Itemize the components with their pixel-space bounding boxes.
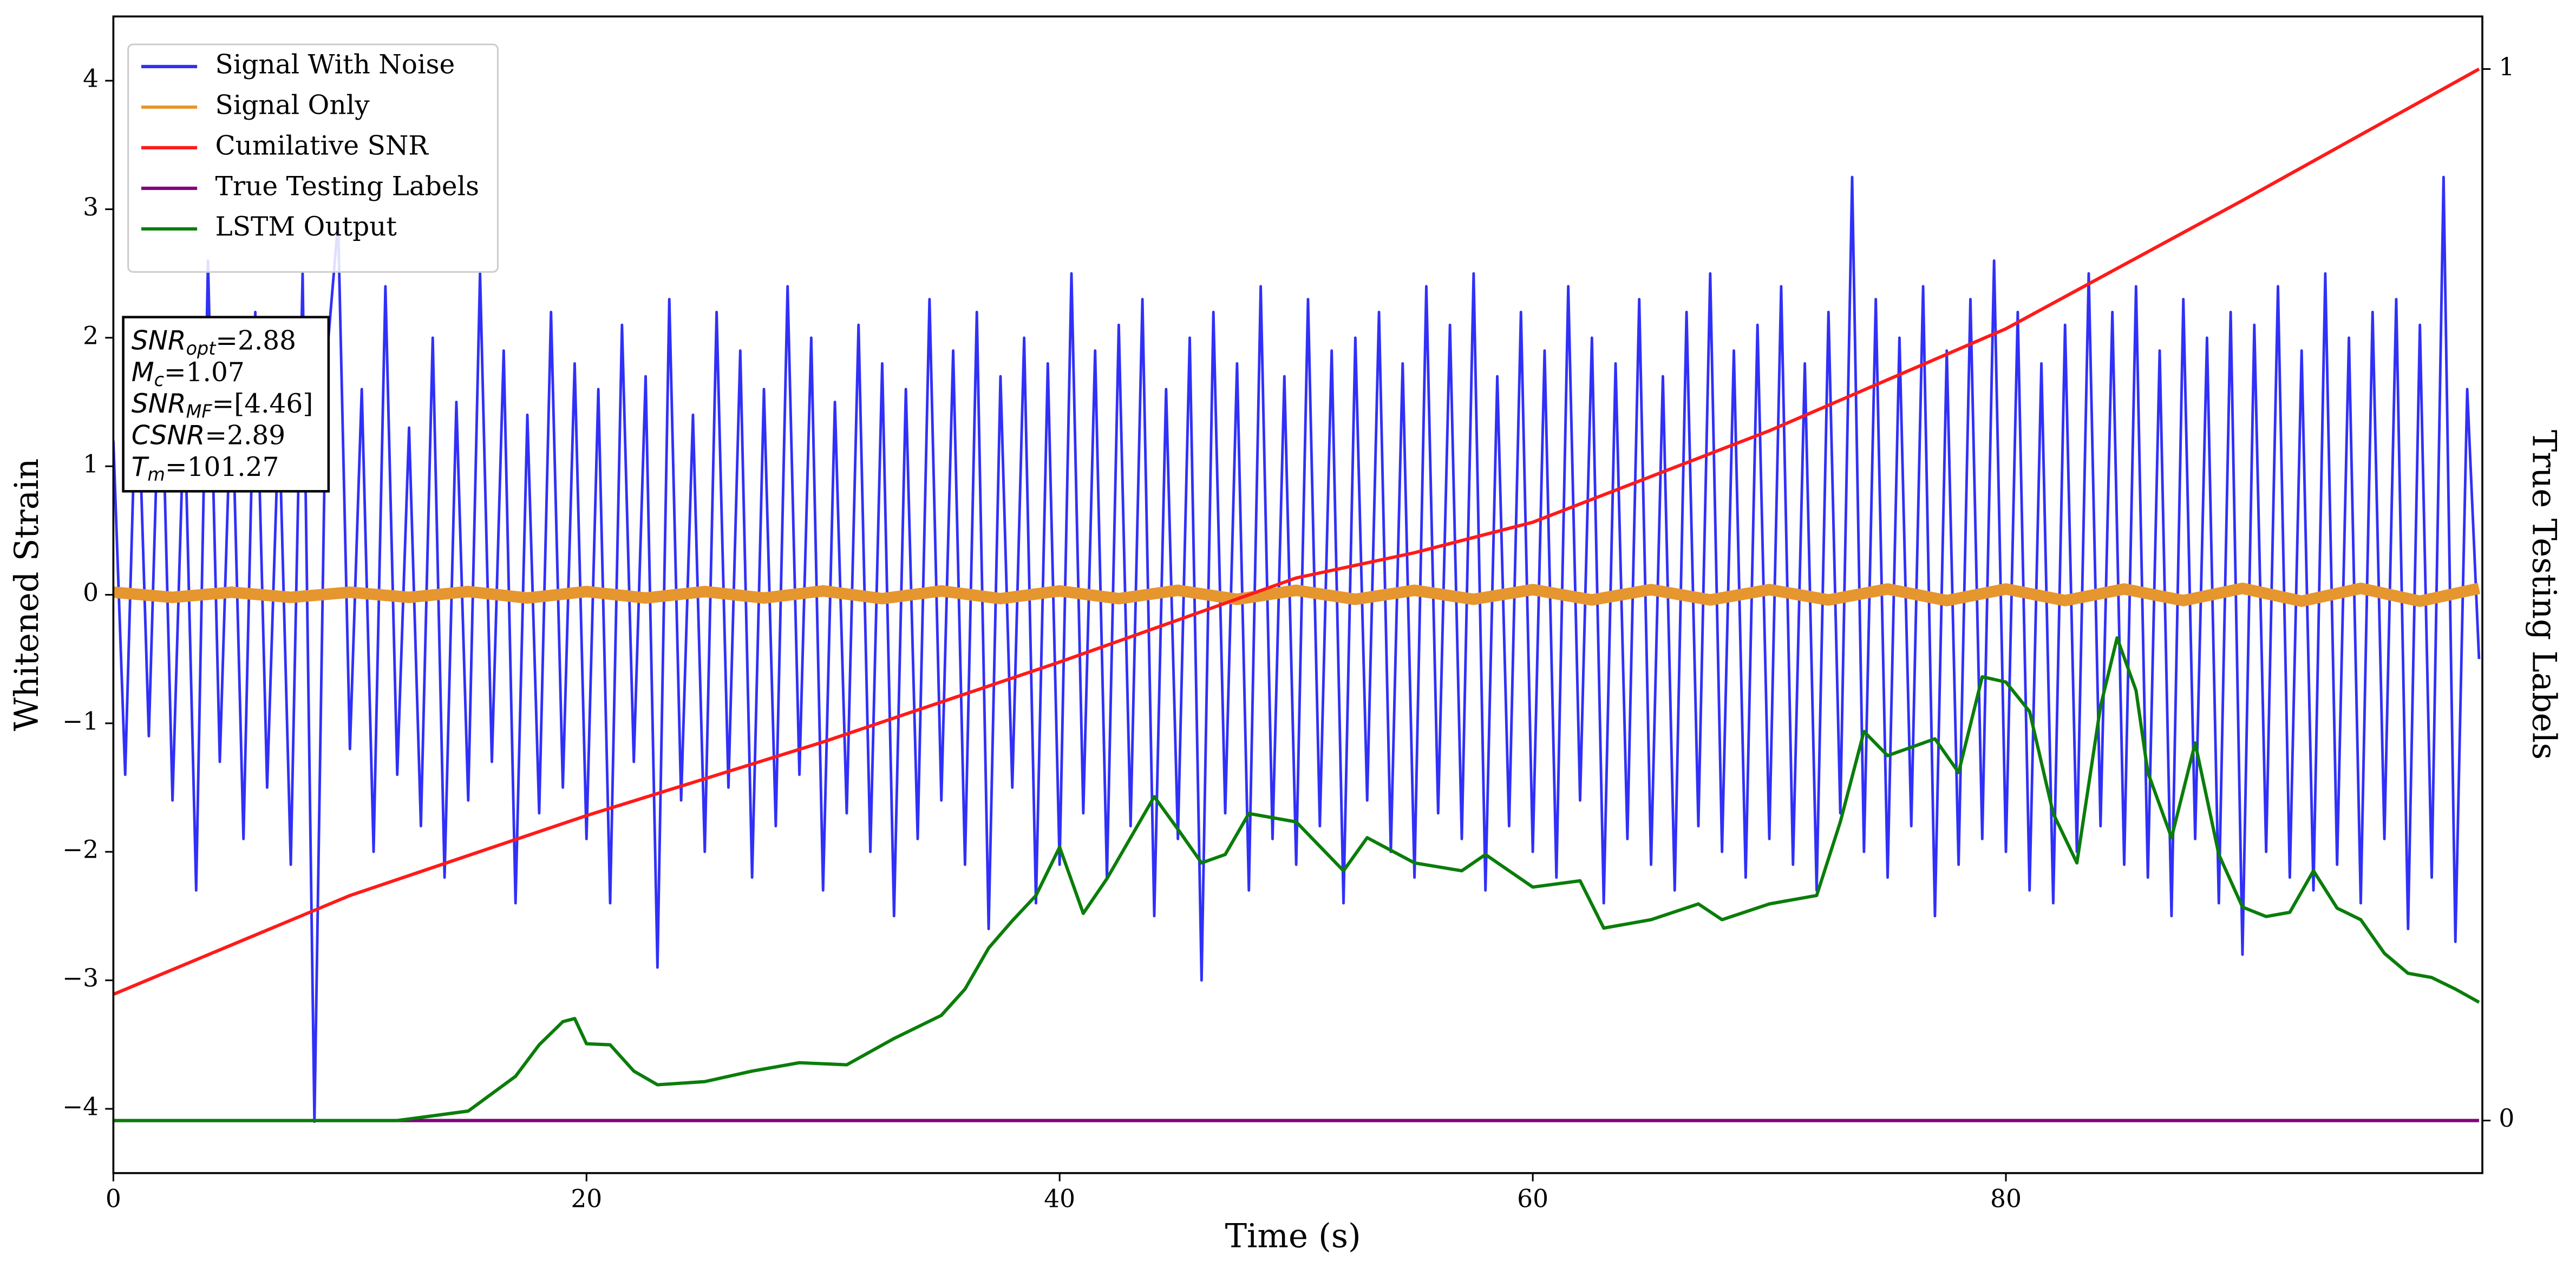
x-axis-label: Time (s) bbox=[1225, 1218, 1361, 1256]
annotation-value: =101.27 bbox=[165, 452, 279, 482]
annotation-subscript: opt bbox=[186, 337, 217, 358]
x-tick-label: 60 bbox=[1517, 1185, 1548, 1213]
y2-tick-label: 0 bbox=[2499, 1104, 2514, 1133]
annotation-symbol: SNR bbox=[132, 389, 186, 419]
annotation-subscript: c bbox=[154, 369, 164, 390]
annotation-box: SNRopt=2.88Mc=1.07SNRMF=[4.46]CSNR=2.89T… bbox=[122, 316, 330, 493]
y2-axis-label: True Testing Labels bbox=[2525, 430, 2563, 760]
x-tick-label: 80 bbox=[1990, 1185, 2022, 1213]
y-tick-label: −4 bbox=[62, 1092, 99, 1121]
y-axis-label: Whitened Strain bbox=[8, 459, 46, 731]
x-tick-label: 40 bbox=[1044, 1185, 1075, 1213]
series-line bbox=[113, 636, 2480, 1122]
series-line bbox=[113, 175, 2481, 1123]
y-tick-label: 4 bbox=[83, 64, 99, 93]
legend-label: Signal With Noise bbox=[215, 49, 455, 80]
annotation-subscript: m bbox=[147, 463, 165, 485]
annotation-value: =1.07 bbox=[164, 357, 245, 387]
legend-label: Cumilative SNR bbox=[215, 130, 429, 161]
y-tick-label: 0 bbox=[83, 578, 99, 607]
y-tick-label: −3 bbox=[62, 964, 99, 992]
annotation-symbol: T bbox=[132, 452, 149, 482]
annotation-frame bbox=[122, 316, 330, 493]
y-tick-label: −2 bbox=[62, 835, 99, 864]
plot-area bbox=[113, 67, 2481, 1123]
x-tick-label: 0 bbox=[106, 1185, 121, 1213]
legend-label: LSTM Output bbox=[215, 212, 397, 242]
annotation-symbol: CSNR bbox=[132, 421, 205, 451]
annotation-value: =[4.46] bbox=[212, 389, 313, 419]
series-line bbox=[113, 583, 2481, 607]
annotation-value: =2.89 bbox=[205, 420, 285, 450]
x-tick-label: 20 bbox=[571, 1185, 602, 1213]
y-tick-label: 1 bbox=[83, 450, 99, 479]
annotation-line: CSNR=2.89 bbox=[132, 420, 285, 451]
annotation-line: SNRMF=[4.46] bbox=[132, 389, 313, 422]
y-tick-label: 3 bbox=[83, 193, 99, 221]
annotation-line: Tm=101.27 bbox=[132, 452, 279, 485]
annotation-line: SNRopt=2.88 bbox=[132, 325, 296, 358]
annotation-subscript: MF bbox=[186, 401, 213, 422]
annotation-symbol: M bbox=[132, 357, 154, 388]
legend-label: Signal Only bbox=[215, 90, 370, 120]
y-tick-label: 2 bbox=[83, 321, 99, 350]
y-tick-label: −1 bbox=[62, 707, 99, 735]
legend-frame bbox=[127, 43, 499, 273]
annotation-value: =2.88 bbox=[215, 325, 296, 356]
y2-tick-label: 1 bbox=[2499, 53, 2514, 81]
legend: Signal With Noise Signal Only Cumilative S… bbox=[127, 43, 499, 273]
annotation-symbol: SNR bbox=[132, 326, 186, 356]
legend-label: True Testing Labels bbox=[215, 171, 480, 201]
annotation-line: Mc=1.07 bbox=[132, 357, 245, 390]
series-line bbox=[113, 67, 2480, 996]
